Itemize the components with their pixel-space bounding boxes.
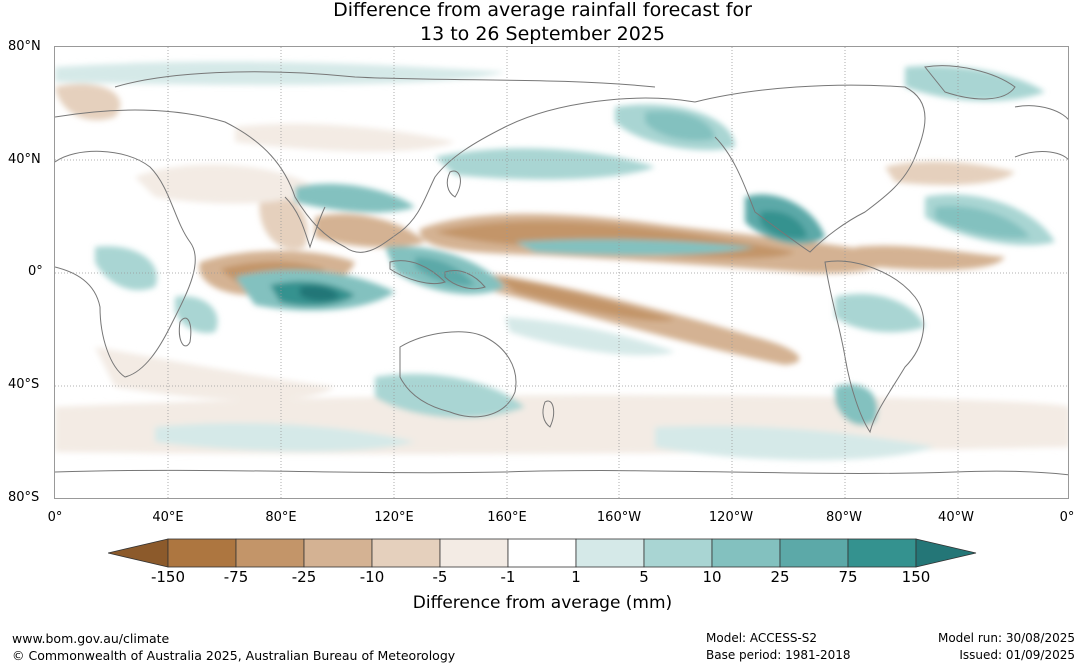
title-line-2: 13 to 26 September 2025 xyxy=(420,23,665,45)
legend-colorbar xyxy=(108,538,977,568)
legend-label-2: -25 xyxy=(291,568,317,586)
legend-swatch-3 xyxy=(303,538,373,568)
map-canvas xyxy=(55,47,1068,498)
legend-swatch-7 xyxy=(575,538,645,568)
legend-label-3: -10 xyxy=(359,568,385,586)
footer-left: www.bom.gov.au/climate © Commonwealth of… xyxy=(12,630,455,664)
footer-website: www.bom.gov.au/climate xyxy=(12,631,170,646)
anomaly-fields xyxy=(55,61,1068,461)
lon-label-120w: 120°W xyxy=(708,510,754,525)
legend-label-7: 5 xyxy=(639,568,649,586)
lat-label-40s: 40°S xyxy=(8,377,40,392)
footer-copyright: © Commonwealth of Australia 2025, Austra… xyxy=(12,648,456,663)
footer-run-info: Model run: 30/08/2025 Issued: 01/09/2025 xyxy=(938,630,1075,664)
footer-base-period: Base period: 1981-2018 xyxy=(706,648,851,662)
lon-label-120e: 120°E xyxy=(374,510,414,525)
legend-label-9: 25 xyxy=(770,568,790,586)
legend-swatch-2 xyxy=(235,538,305,568)
coastlines xyxy=(55,65,1068,476)
footer-model-info: Model: ACCESS-S2 Base period: 1981-2018 xyxy=(706,630,851,664)
legend-swatch-9 xyxy=(711,538,781,568)
legend-swatch-0 xyxy=(108,538,169,568)
legend-swatch-11 xyxy=(847,538,917,568)
lat-label-80n: 80°N xyxy=(8,39,41,54)
legend-swatch-4 xyxy=(371,538,441,568)
rainfall-anomaly-map xyxy=(54,46,1069,499)
lat-label-40n: 40°N xyxy=(8,152,41,167)
legend-swatch-5 xyxy=(439,538,509,568)
lon-label-40w: 40°W xyxy=(938,510,974,525)
legend-label-4: -5 xyxy=(432,568,448,586)
legend-swatch-12 xyxy=(915,538,977,568)
footer-model: Model: ACCESS-S2 xyxy=(706,631,818,645)
footer-model-run: Model run: 30/08/2025 xyxy=(937,631,1075,645)
legend-label-10: 75 xyxy=(838,568,858,586)
graticule xyxy=(55,47,1068,498)
legend-swatch-10 xyxy=(779,538,849,568)
map-title: Difference from average rainfall forecas… xyxy=(0,0,1085,46)
legend-swatch-1 xyxy=(167,538,237,568)
lat-label-equator: 0° xyxy=(28,264,43,279)
legend-label-11: 150 xyxy=(901,568,931,586)
lon-label-0-east-edge: 0° xyxy=(1059,510,1075,525)
lon-label-80e: 80°E xyxy=(265,510,297,525)
lon-label-0-west-edge: 0° xyxy=(47,510,63,525)
legend-label-6: 1 xyxy=(571,568,581,586)
legend-swatch-8 xyxy=(643,538,713,568)
legend-label-1: -75 xyxy=(223,568,249,586)
lon-label-160e: 160°E xyxy=(487,510,527,525)
lon-label-80w: 80°W xyxy=(826,510,862,525)
legend-label-0: -150 xyxy=(150,568,186,586)
legend-label-8: 10 xyxy=(702,568,722,586)
footer-issued: Issued: 01/09/2025 xyxy=(959,648,1075,662)
legend-title: Difference from average (mm) xyxy=(412,593,673,613)
lon-label-160w: 160°W xyxy=(596,510,642,525)
lon-label-40e: 40°E xyxy=(152,510,184,525)
legend-label-5: -1 xyxy=(500,568,516,586)
legend-swatch-6 xyxy=(507,538,577,568)
title-line-1: Difference from average rainfall forecas… xyxy=(333,0,752,21)
lat-label-80s: 80°S xyxy=(8,490,40,505)
